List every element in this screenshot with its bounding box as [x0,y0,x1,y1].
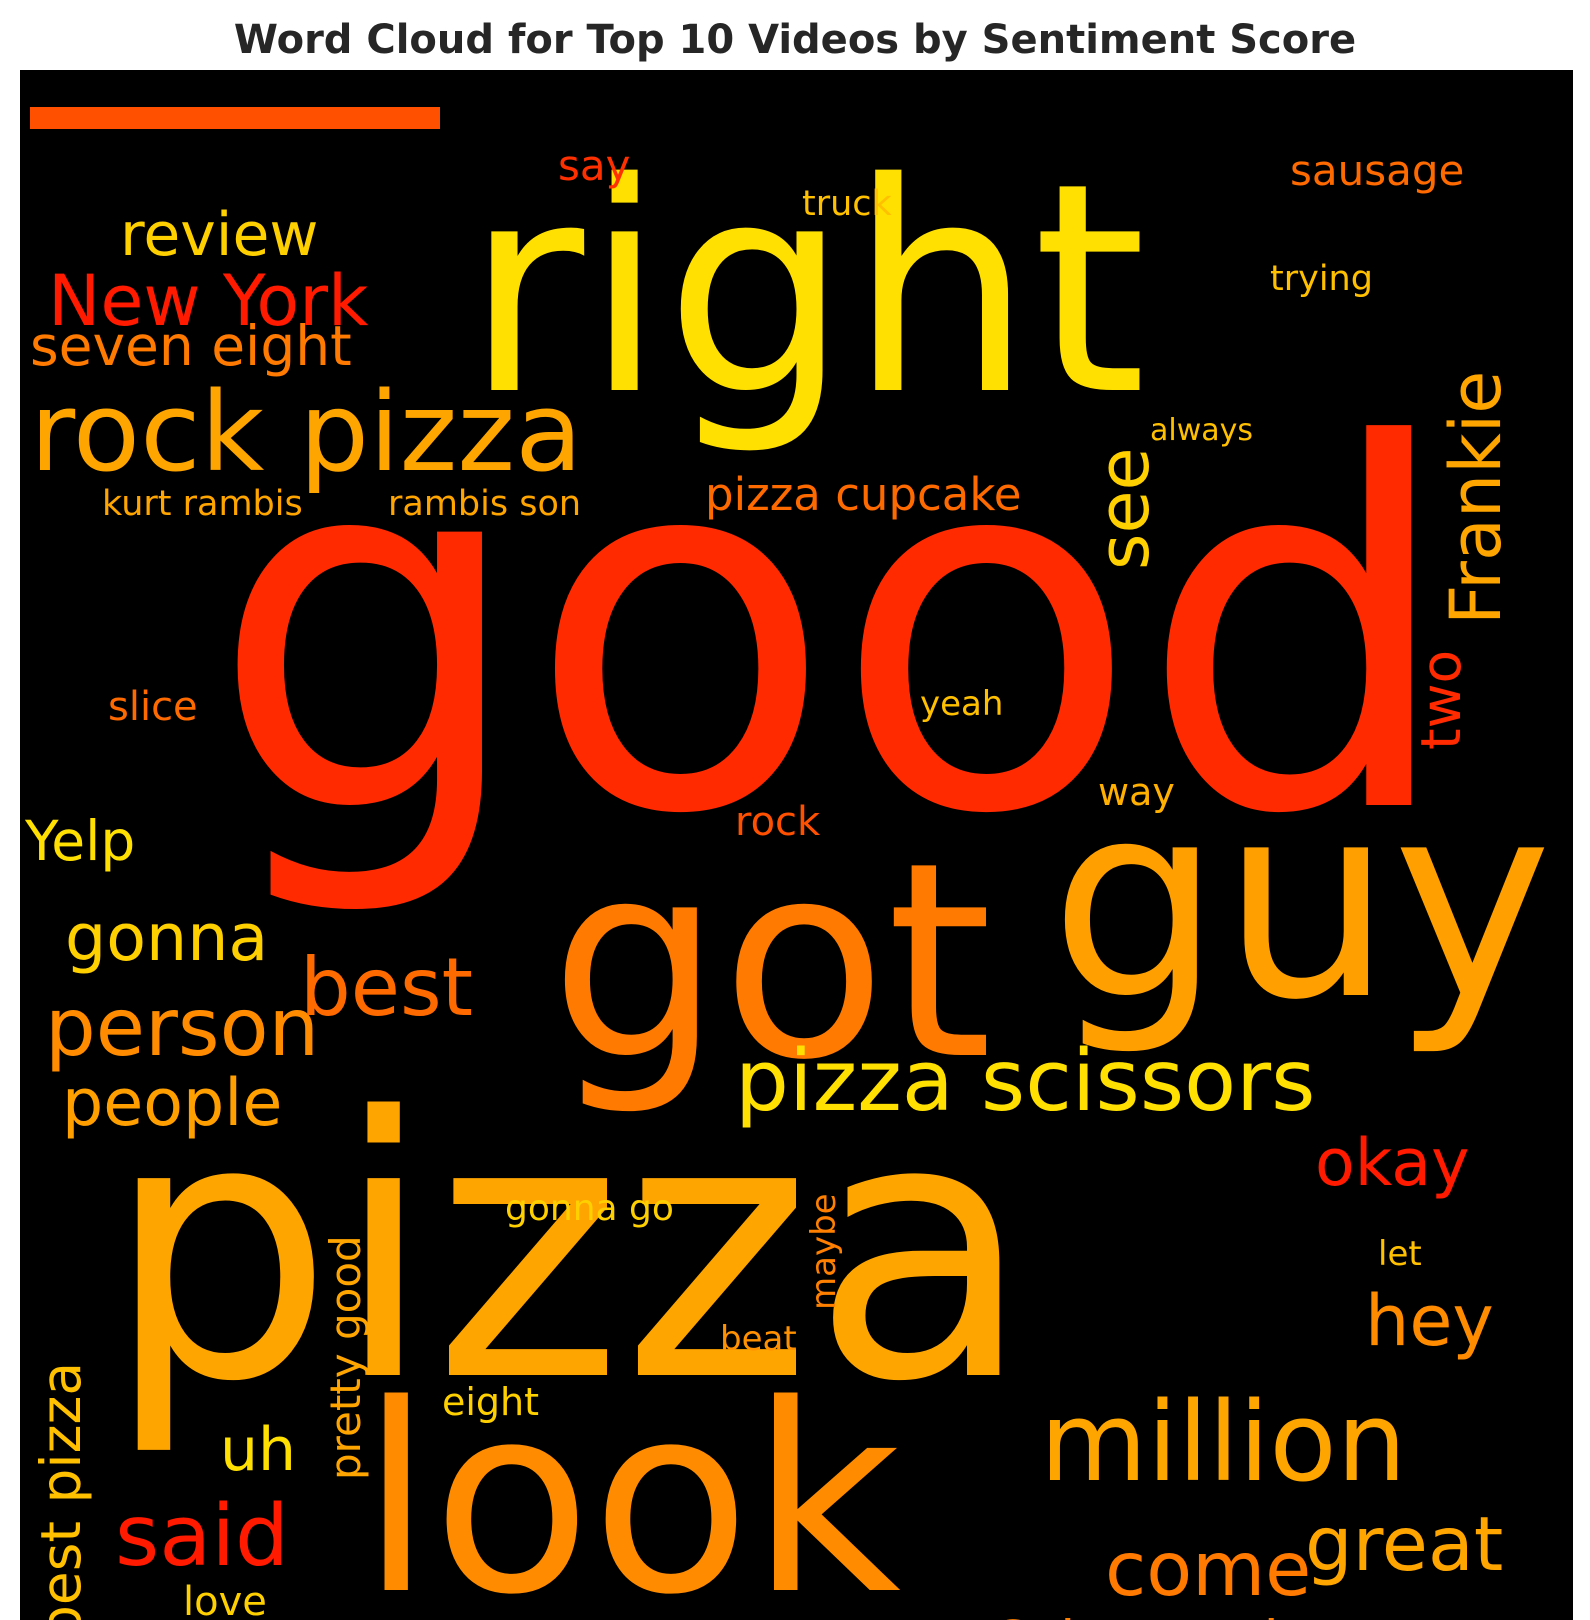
word-maybe: maybe [804,1193,844,1310]
chart-title: Word Cloud for Top 10 Videos by Sentimen… [233,17,1357,63]
word-beat: beat [720,1319,797,1359]
word-great: great [1305,1500,1503,1588]
word-eight: eight [442,1380,539,1424]
word-people: people [62,1066,282,1141]
word-pizza-scissors: pizza scissors [735,1032,1315,1131]
word-rock: rock [735,799,821,845]
word-pizza: pizza [105,1041,1032,1460]
word-think: think [315,1615,411,1620]
word-rambis-son: rambis son [388,484,581,524]
word-see: see [1083,447,1165,570]
word-yelp: Yelp [24,809,135,873]
word-right: right [465,122,1146,459]
word-best-pizza: best pizza [29,1362,93,1620]
word-come: come [1105,1525,1311,1613]
word-always: always [1150,413,1253,448]
word-yeah: yeah [920,684,1003,724]
word-best: best [300,941,473,1034]
word-trying: trying [1270,259,1373,299]
word-okay: okay [1315,1126,1470,1201]
word-gonna-go: gonna go [505,1188,674,1229]
word-guy: guy [1050,744,1552,1059]
word-sausage: sausage [1290,146,1464,195]
word-person: person [45,981,319,1074]
word-way: way [1098,770,1175,814]
word-good: good [210,341,1457,923]
word-review: review [120,200,318,270]
word-rock-pizza: rock pizza [30,368,583,496]
word-slice: slice [108,684,198,730]
word-gonna: gonna [65,901,268,976]
word-million: million [1040,1378,1406,1506]
word-uh: uh [220,1415,296,1485]
word-cloud-svg: good pizza right got guy look rock pizza millio… [24,107,1552,1620]
word-hey: hey [1365,1280,1494,1362]
word-got: got [550,804,992,1119]
word-love: love [183,1579,267,1620]
word-truck: truck [802,184,893,224]
word-kurt-rambis: kurt rambis [102,484,303,524]
word-say: say [558,141,630,190]
word-scissors-shoot: Scissors shoot [995,1609,1388,1620]
word-said: said [115,1487,289,1586]
word-seven-eight: seven eight [30,314,352,378]
word-two: two [1409,650,1473,750]
word-new-york: New York [48,260,369,342]
word-pretty-good: pretty good [321,1235,370,1480]
word-pizza-cupcake: pizza cupcake [705,468,1021,521]
word-cloud-canvas: good pizza right got guy look rock pizza millio… [20,70,1573,1620]
accent-bar [30,107,440,129]
word-frankie: Frankie [1435,371,1517,625]
word-let: let [1378,1234,1422,1274]
word-look: look [360,1350,901,1620]
